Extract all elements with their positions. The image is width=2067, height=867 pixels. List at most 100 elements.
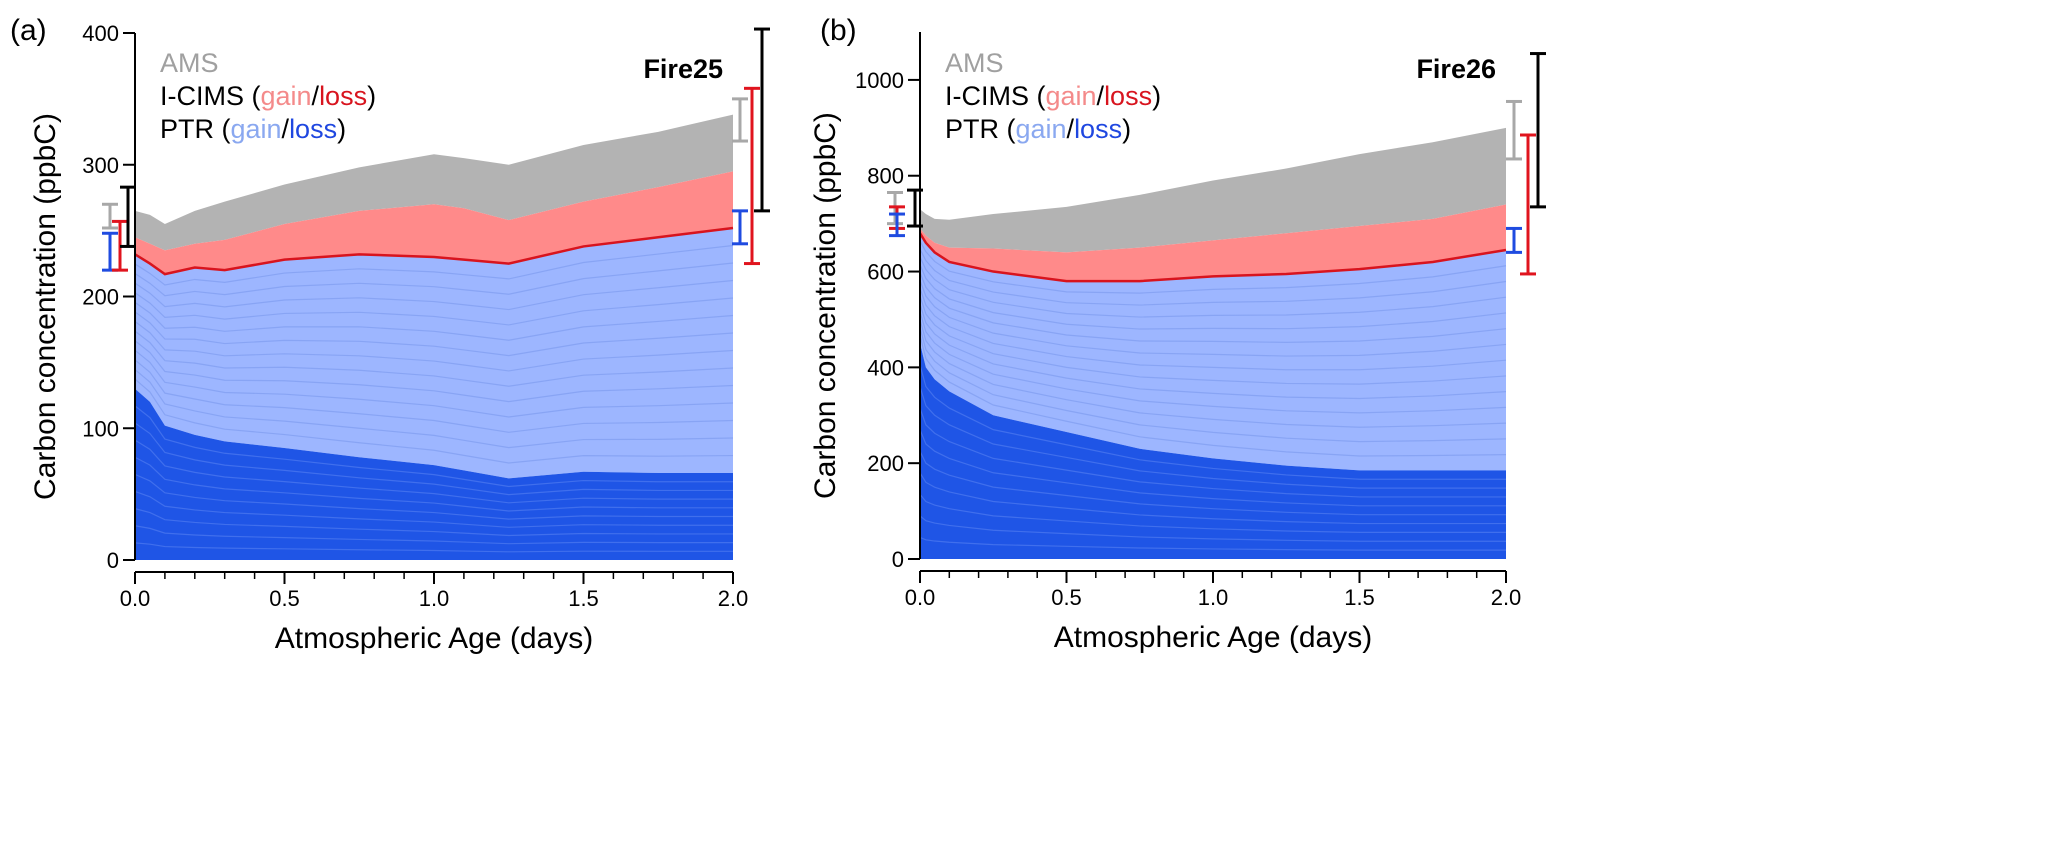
ptr-gain-species-line xyxy=(134,359,734,433)
x-tick-label: 1.0 xyxy=(419,586,450,611)
legend-ptr-close: ) xyxy=(337,114,346,144)
x-tick-label: 0.0 xyxy=(120,586,151,611)
x-tick-label: 0.0 xyxy=(905,585,936,610)
ptr-gain-species-line xyxy=(919,256,1507,318)
y-tick-label: 100 xyxy=(82,416,119,441)
panel-b: 0 200 400 600 800 1000 0.0 0.5 1.0 1.5 2.0 Atmosphe… xyxy=(809,14,1546,654)
ptr-gain-species-line xyxy=(134,244,734,286)
legend-ptr-loss: loss xyxy=(289,114,337,144)
ptr-loss-species-line xyxy=(134,456,733,512)
legend-ptr-gain: gain xyxy=(231,114,282,144)
y-tick-label: 0 xyxy=(107,548,119,573)
ptr-loss-species-line xyxy=(919,536,1506,551)
ptr-loss-species-line xyxy=(134,422,733,496)
x-tick-label: 0.5 xyxy=(269,586,300,611)
ptr-loss-species-line xyxy=(919,472,1506,525)
y-axis-label: Carbon concentration (ppbC) xyxy=(29,113,62,500)
legend-ams: AMS xyxy=(160,48,219,78)
ptr-loss-species-line xyxy=(919,450,1506,516)
legend-ptr-ptr: PTR xyxy=(945,114,999,144)
error-bar-total-end xyxy=(1530,52,1546,209)
legend-ptr-gain: gain xyxy=(1016,114,1067,144)
error-bar-icims-end xyxy=(744,86,760,266)
ptr-gain-species-line xyxy=(134,378,734,464)
ptr-loss-species-line xyxy=(919,407,1506,498)
error-bar-ams-end xyxy=(1506,99,1522,161)
legend-ptr-close: ) xyxy=(1122,114,1131,144)
error-bar-ams-start xyxy=(102,202,118,230)
ptr-gain-species-line xyxy=(134,349,734,418)
icims-gain-area xyxy=(135,171,733,275)
legend-ptr-ptr: PTR xyxy=(160,114,214,144)
y-tick-label: 1000 xyxy=(855,68,904,93)
ptr-gain-species-line xyxy=(919,264,1507,330)
y-tick-label: 200 xyxy=(867,451,904,476)
ams-area xyxy=(920,127,1506,253)
x-tick-label: 0.5 xyxy=(1051,585,1082,610)
ptr-gain-species-line xyxy=(134,369,734,449)
ptr-gain-species-line xyxy=(919,288,1507,371)
y-tick-label: 400 xyxy=(867,355,904,380)
y-axis-label: Carbon concentration (ppbC) xyxy=(809,112,842,499)
ptr-loss-species-line xyxy=(919,429,1506,507)
ptr-loss-species-line xyxy=(919,515,1506,542)
ptr-gain-species-line xyxy=(134,330,734,387)
ptr-loss-species-line xyxy=(919,386,1506,489)
legend-icims-sep: / xyxy=(312,81,320,111)
legend-icims: I-CIMS (gain/loss) xyxy=(160,81,376,111)
ptr-gain-species-line xyxy=(919,295,1507,385)
y-tick-label: 600 xyxy=(867,260,904,285)
x-tick-label: 1.0 xyxy=(1198,585,1229,610)
legend-icims-gain: gain xyxy=(261,81,312,111)
x-tick-label: 2.0 xyxy=(1491,585,1522,610)
legend-icims-loss: loss xyxy=(1104,81,1152,111)
error-bar-total-start xyxy=(120,185,136,248)
legend-ptr-loss: loss xyxy=(1074,114,1122,144)
legend-icims-loss: loss xyxy=(319,81,367,111)
error-bar-ptr-start xyxy=(889,212,905,238)
legend-icims-icims: I-CIMS xyxy=(160,81,244,111)
y-tick-label: 800 xyxy=(867,164,904,189)
ptr-loss-area xyxy=(920,343,1506,559)
legend-icims-gain: gain xyxy=(1046,81,1097,111)
ptr-loss-species-line xyxy=(134,439,733,504)
error-bar-ptr-end xyxy=(732,209,748,246)
ptr-loss-species-line xyxy=(134,405,733,488)
x-axis-label: Atmospheric Age (days) xyxy=(1054,621,1372,654)
ptr-gain-species-line xyxy=(134,311,734,357)
ptr-gain-species-line xyxy=(919,248,1507,306)
icims-loss-line xyxy=(134,226,734,276)
ptr-loss-species-line xyxy=(134,525,733,545)
ptr-gain-species-line xyxy=(919,272,1507,343)
ptr-loss-species-line xyxy=(919,364,1506,480)
ptr-gain-species-line xyxy=(134,340,734,403)
legend-ams: AMS xyxy=(945,48,1004,78)
legend-ptr-sep: / xyxy=(1067,114,1075,144)
y-tick-label: 200 xyxy=(82,285,119,310)
ptr-gain-species-line xyxy=(134,301,734,341)
ptr-gain-species-line xyxy=(919,240,1507,294)
ptr-loss-species-line xyxy=(919,493,1506,534)
ptr-gain-species-line xyxy=(919,327,1507,443)
legend-ptr-sep: / xyxy=(282,114,290,144)
ptr-loss-species-line xyxy=(134,473,733,520)
panel-label: (a) xyxy=(10,14,47,47)
legend-ptr-open: ( xyxy=(214,114,231,144)
ptr-gain-species-line xyxy=(919,280,1507,357)
ptr-gain-species-line xyxy=(919,303,1507,400)
legend-icims: I-CIMS (gain/loss) xyxy=(945,81,1161,111)
error-bar-total-end xyxy=(754,27,770,213)
x-axis-label: Atmospheric Age (days) xyxy=(275,622,593,655)
legend-icims-close: ) xyxy=(367,81,376,111)
ptr-gain-species-line xyxy=(134,321,734,372)
x-tick-label: 2.0 xyxy=(718,586,749,611)
ptr-gain-species-line xyxy=(919,311,1507,414)
legend-icims-sep: / xyxy=(1097,81,1105,111)
ptr-gain-species-line xyxy=(134,292,734,326)
legend-icims-open: ( xyxy=(244,81,261,111)
legend-icims-icims: I-CIMS xyxy=(945,81,1029,111)
y-tick-label: 0 xyxy=(892,547,904,572)
ams-area xyxy=(135,114,733,251)
ptr-loss-species-line xyxy=(134,490,733,528)
